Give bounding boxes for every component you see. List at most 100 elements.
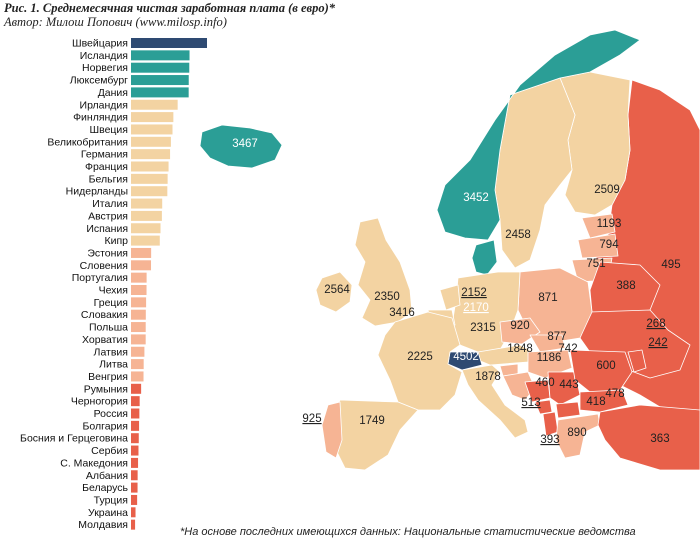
map-value-label: 1848	[507, 343, 533, 355]
map-region-serbia	[547, 371, 581, 406]
map-region-north-macedonia	[555, 401, 581, 419]
map-value-label: 513	[521, 397, 540, 409]
map-value-label: 600	[596, 360, 615, 372]
map-region-estonia	[581, 213, 616, 239]
map-region-italy	[461, 364, 529, 439]
map-region-czechia	[499, 317, 541, 345]
bar-category-label: Исландия	[80, 50, 128, 62]
bar	[131, 136, 171, 147]
map-value-label: 742	[558, 343, 577, 355]
bar-category-label: Украина	[88, 507, 128, 519]
bar	[131, 445, 139, 456]
map-value-label: 751	[586, 258, 605, 270]
bar-category-label: Черногория	[71, 396, 128, 408]
bar-category-label: Турция	[94, 494, 128, 506]
map-value-label: 388	[616, 280, 635, 292]
map-value-label: 877	[547, 331, 566, 343]
map-region-latvia	[577, 233, 619, 259]
map-value-label: 3416	[389, 307, 415, 319]
map-value-label: 871	[538, 292, 557, 304]
bar-category-label: Албания	[86, 470, 128, 482]
map-region-slovakia	[529, 334, 566, 353]
map-value-labels: 3467 3452 2458 2509 2564 2350 2225 1749 925 1878 2…	[232, 138, 680, 446]
bar	[131, 396, 140, 407]
chart-title: Рис. 1. Среднемесячная чистая заработная…	[4, 1, 335, 15]
map-region-norway	[436, 29, 641, 241]
map-value-label: 890	[567, 427, 586, 439]
bar	[131, 75, 189, 86]
map-value-label: 2350	[374, 291, 400, 303]
map-value-label: 393	[540, 434, 559, 446]
bar	[131, 223, 161, 234]
bar-category-label: Беларусь	[82, 482, 128, 494]
bar	[131, 297, 147, 308]
map-value-label: 478	[605, 388, 624, 400]
map-region-iceland	[199, 124, 283, 169]
bar	[131, 99, 178, 110]
bar	[131, 383, 142, 394]
map-region-uk	[354, 217, 413, 327]
map-region-moldova	[627, 349, 647, 373]
map-value-label: 1193	[597, 218, 622, 230]
map-region-spain	[329, 399, 419, 471]
bar	[131, 198, 163, 209]
bar	[131, 482, 138, 493]
map-value-label: 920	[510, 320, 529, 332]
map-region-ireland	[315, 271, 353, 313]
bar-category-label: Россия	[94, 408, 128, 420]
map-value-label: 794	[599, 239, 619, 251]
map-region-netherlands	[439, 284, 461, 311]
bar	[131, 470, 138, 481]
bar-category-label: Кипр	[104, 235, 128, 247]
bar-category-label: Швейцария	[72, 38, 128, 50]
bar-category-label: Италия	[92, 198, 128, 210]
bar-category-label: Люксембург	[70, 75, 128, 87]
bar-category-label: Хорватия	[82, 334, 128, 346]
map-value-label: 1749	[359, 415, 385, 427]
bar	[131, 519, 136, 530]
map-land-layer	[199, 29, 700, 471]
bar-category-label: Румыния	[84, 383, 128, 395]
chart-author: Автор: Милош Попович (www.milosp.info)	[4, 15, 227, 29]
bar	[131, 235, 160, 246]
map-value-label: 2225	[407, 351, 433, 363]
map-value-label: 418	[586, 396, 605, 408]
map-value-label: 2564	[324, 284, 350, 296]
bar	[131, 346, 145, 357]
bar	[131, 124, 173, 135]
map-region-turkey	[597, 404, 700, 471]
bar	[131, 420, 140, 431]
bar-category-label: Литва	[99, 359, 128, 371]
map-value-label: 443	[559, 379, 578, 391]
bar-category-label: Молдавия	[78, 519, 128, 531]
bar-category-label: Австрия	[88, 210, 128, 222]
bar	[131, 309, 146, 320]
bar-category-label: Босния и Герцеговина	[20, 433, 128, 445]
map-value-label: 495	[661, 259, 680, 271]
map-value-label: 2315	[470, 322, 496, 334]
bar-category-label: Сербия	[91, 445, 128, 457]
bar	[131, 210, 162, 221]
map-value-label: 1186	[537, 352, 562, 364]
bar-category-label: Великобритания	[47, 136, 128, 148]
map-region-france	[377, 311, 463, 411]
map-region-greece	[555, 413, 601, 459]
map-value-label: 2509	[594, 184, 620, 196]
bar	[131, 359, 144, 370]
map-region-montenegro	[534, 399, 553, 415]
bar-category-label: Франция	[85, 161, 128, 173]
bar	[131, 50, 190, 61]
bar	[131, 371, 144, 382]
bar-category-label: Чехия	[99, 285, 128, 297]
bar-category-label: Финляндия	[73, 112, 128, 124]
bar-category-label: Эстония	[87, 247, 128, 259]
bar-category-label: Греция	[94, 297, 128, 309]
bar	[131, 161, 169, 172]
bar-category-label: Дания	[98, 87, 128, 99]
map-region-bulgaria	[579, 389, 629, 413]
map-value-label: 925	[302, 413, 321, 425]
bar	[131, 112, 174, 123]
bar-category-label: Норвегия	[82, 62, 128, 74]
bar-category-label: Португалия	[72, 272, 128, 284]
